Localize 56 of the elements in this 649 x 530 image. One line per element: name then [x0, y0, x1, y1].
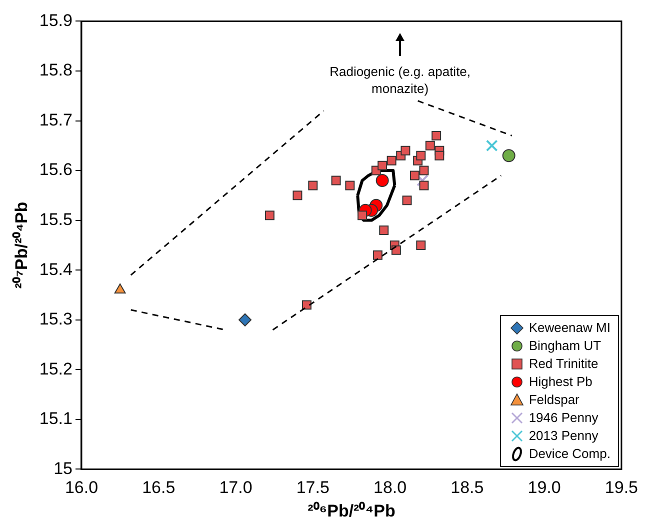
- annotation: Radiogenic (e.g. apatite, monazite): [330, 64, 471, 96]
- point: [378, 160, 388, 170]
- point: [502, 149, 516, 162]
- x-tick-label: 18.5: [450, 478, 484, 498]
- y-tick-label: 15.4: [39, 260, 72, 279]
- point: [410, 170, 420, 180]
- y-tick-label: 15: [54, 458, 72, 478]
- legend-label: 2013 Penny: [528, 427, 598, 446]
- legend-label: Bingham UT: [528, 337, 602, 356]
- point: [419, 166, 429, 176]
- point: [264, 210, 274, 220]
- legend-label: Keweenaw MI: [528, 319, 610, 338]
- legend-label: 1946 Penny: [528, 409, 598, 428]
- legend-label: Highest Pb: [528, 373, 592, 392]
- x-tick-label: 19.0: [528, 478, 561, 498]
- y-tick-label: 15.8: [39, 60, 72, 80]
- y-tick-label: 15.6: [39, 160, 72, 180]
- y-tick-label: 15.3: [39, 310, 72, 329]
- point: [345, 180, 355, 190]
- point: [302, 300, 312, 310]
- x-tick-label: 16.0: [64, 478, 98, 498]
- point: [358, 210, 368, 220]
- y-axis-title: ²⁰⁷Pb/²⁰⁴Pb: [12, 202, 31, 289]
- legend-label: Device Comp.: [528, 445, 610, 464]
- point: [308, 180, 318, 190]
- point: [386, 156, 396, 166]
- x-tick-label: 17.5: [296, 478, 330, 498]
- point: [238, 313, 252, 326]
- x-tick-label: 18.0: [373, 478, 407, 498]
- point: [114, 284, 126, 294]
- y-tick-label: 15.1: [39, 409, 72, 428]
- point: [416, 240, 426, 250]
- point: [434, 150, 444, 160]
- legend-label: Red Trinitite: [528, 355, 598, 374]
- point: [419, 180, 429, 190]
- point: [376, 174, 389, 187]
- x-tick-label: 16.5: [142, 478, 176, 498]
- point: [425, 140, 435, 150]
- point: [379, 226, 389, 236]
- y-tick-label: 15.9: [39, 10, 72, 30]
- point: [402, 196, 412, 206]
- x-axis-title: ²⁰⁶Pb/²⁰⁴Pb: [308, 501, 396, 520]
- x-tick-label: 19.5: [604, 478, 638, 498]
- legend-label: Feldspar: [528, 391, 580, 410]
- x-tick-label: 17.0: [219, 478, 252, 498]
- point: [292, 190, 302, 200]
- y-tick-label: 15.5: [39, 210, 72, 229]
- y-tick-label: 15.2: [39, 359, 72, 378]
- point: [486, 140, 498, 152]
- point: [416, 150, 426, 160]
- point: [400, 146, 410, 156]
- point: [432, 130, 442, 140]
- point: [416, 174, 428, 186]
- point: [331, 176, 341, 186]
- point: [372, 250, 382, 260]
- y-tick-label: 15.7: [39, 110, 72, 130]
